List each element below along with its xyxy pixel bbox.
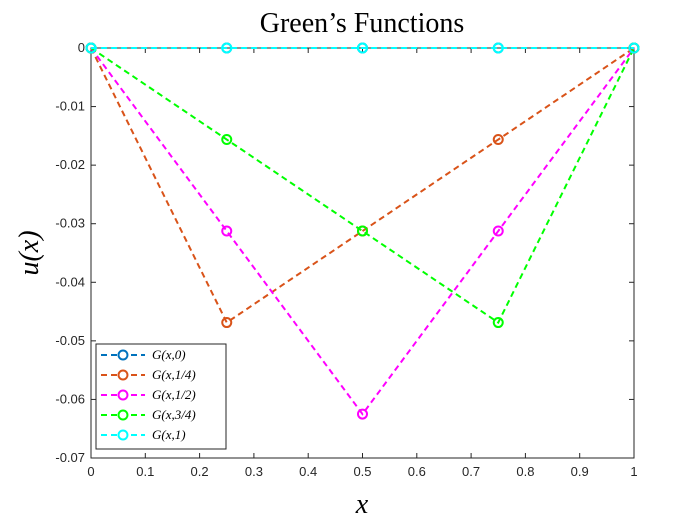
legend-entry: G(x,3/4) — [101, 407, 196, 422]
data-point — [492, 225, 504, 237]
legend-label: G(x,0) — [152, 347, 186, 362]
x-tick-label: 1 — [630, 464, 637, 479]
legend-marker — [117, 409, 129, 421]
x-tick-label: 0.5 — [353, 464, 371, 479]
y-axis-label: u(x) — [14, 230, 45, 275]
data-point — [221, 42, 233, 54]
y-tick-label: 0 — [78, 40, 85, 55]
series-layer — [85, 42, 640, 420]
x-tick-label: 0.7 — [462, 464, 480, 479]
x-tick-label: 0.9 — [571, 464, 589, 479]
y-tick-label: -0.07 — [55, 450, 85, 465]
legend-entry: G(x,1/2) — [101, 387, 196, 402]
legend-marker — [117, 429, 129, 441]
data-point — [492, 42, 504, 54]
data-point — [85, 42, 97, 54]
y-tick-label: -0.05 — [55, 333, 85, 348]
data-point — [357, 225, 368, 237]
x-tick-label: 0.6 — [408, 464, 426, 479]
legend-entry: G(x,1) — [101, 427, 186, 442]
data-point — [221, 134, 233, 146]
data-point — [221, 317, 233, 329]
legend-entry: G(x,0) — [101, 347, 186, 362]
series-line — [90, 47, 635, 416]
y-tick-label: -0.04 — [55, 274, 85, 289]
legend-marker — [117, 369, 129, 381]
data-point — [357, 42, 368, 54]
series-line — [90, 47, 635, 325]
legend: G(x,0) G(x,1/4) G(x,1/2) G(x,3/4) G(x,1) — [95, 343, 227, 450]
x-tick-label: 0.4 — [299, 464, 317, 479]
data-point — [492, 134, 504, 146]
data-point — [492, 317, 504, 329]
legend-label: G(x,3/4) — [152, 407, 196, 422]
legend-box — [95, 343, 227, 450]
y-tick-label: -0.02 — [55, 157, 85, 172]
x-axis: 0 0.1 0.2 0.3 0.4 0.5 0.6 0.7 0.8 0.9 1 — [87, 48, 638, 479]
y-tick-label: -0.06 — [55, 391, 85, 406]
data-point — [221, 225, 233, 237]
x-tick-label: 0.1 — [136, 464, 154, 479]
legend-label: G(x,1/2) — [152, 387, 196, 402]
x-tick-label: 0 — [87, 464, 94, 479]
legend-marker — [117, 389, 129, 401]
series-line — [90, 47, 635, 325]
x-tick-label: 0.8 — [516, 464, 534, 479]
y-tick-label: -0.03 — [55, 216, 85, 231]
y-tick-label: -0.01 — [55, 99, 85, 114]
series-4 — [85, 42, 640, 54]
data-point — [628, 42, 640, 54]
legend-entry: G(x,1/4) — [101, 367, 196, 382]
legend-marker — [117, 349, 129, 361]
y-axis: 0 -0.01 -0.02 -0.03 -0.04 -0.05 -0.06 -0.07 — [55, 40, 634, 465]
chart-title: Green’s Functions — [260, 8, 465, 39]
x-axis-label: x — [355, 489, 369, 520]
legend-label: G(x,1) — [152, 427, 186, 442]
data-point — [357, 408, 368, 420]
x-tick-label: 0.2 — [191, 464, 209, 479]
legend-label: G(x,1/4) — [152, 367, 196, 382]
x-tick-label: 0.3 — [245, 464, 263, 479]
